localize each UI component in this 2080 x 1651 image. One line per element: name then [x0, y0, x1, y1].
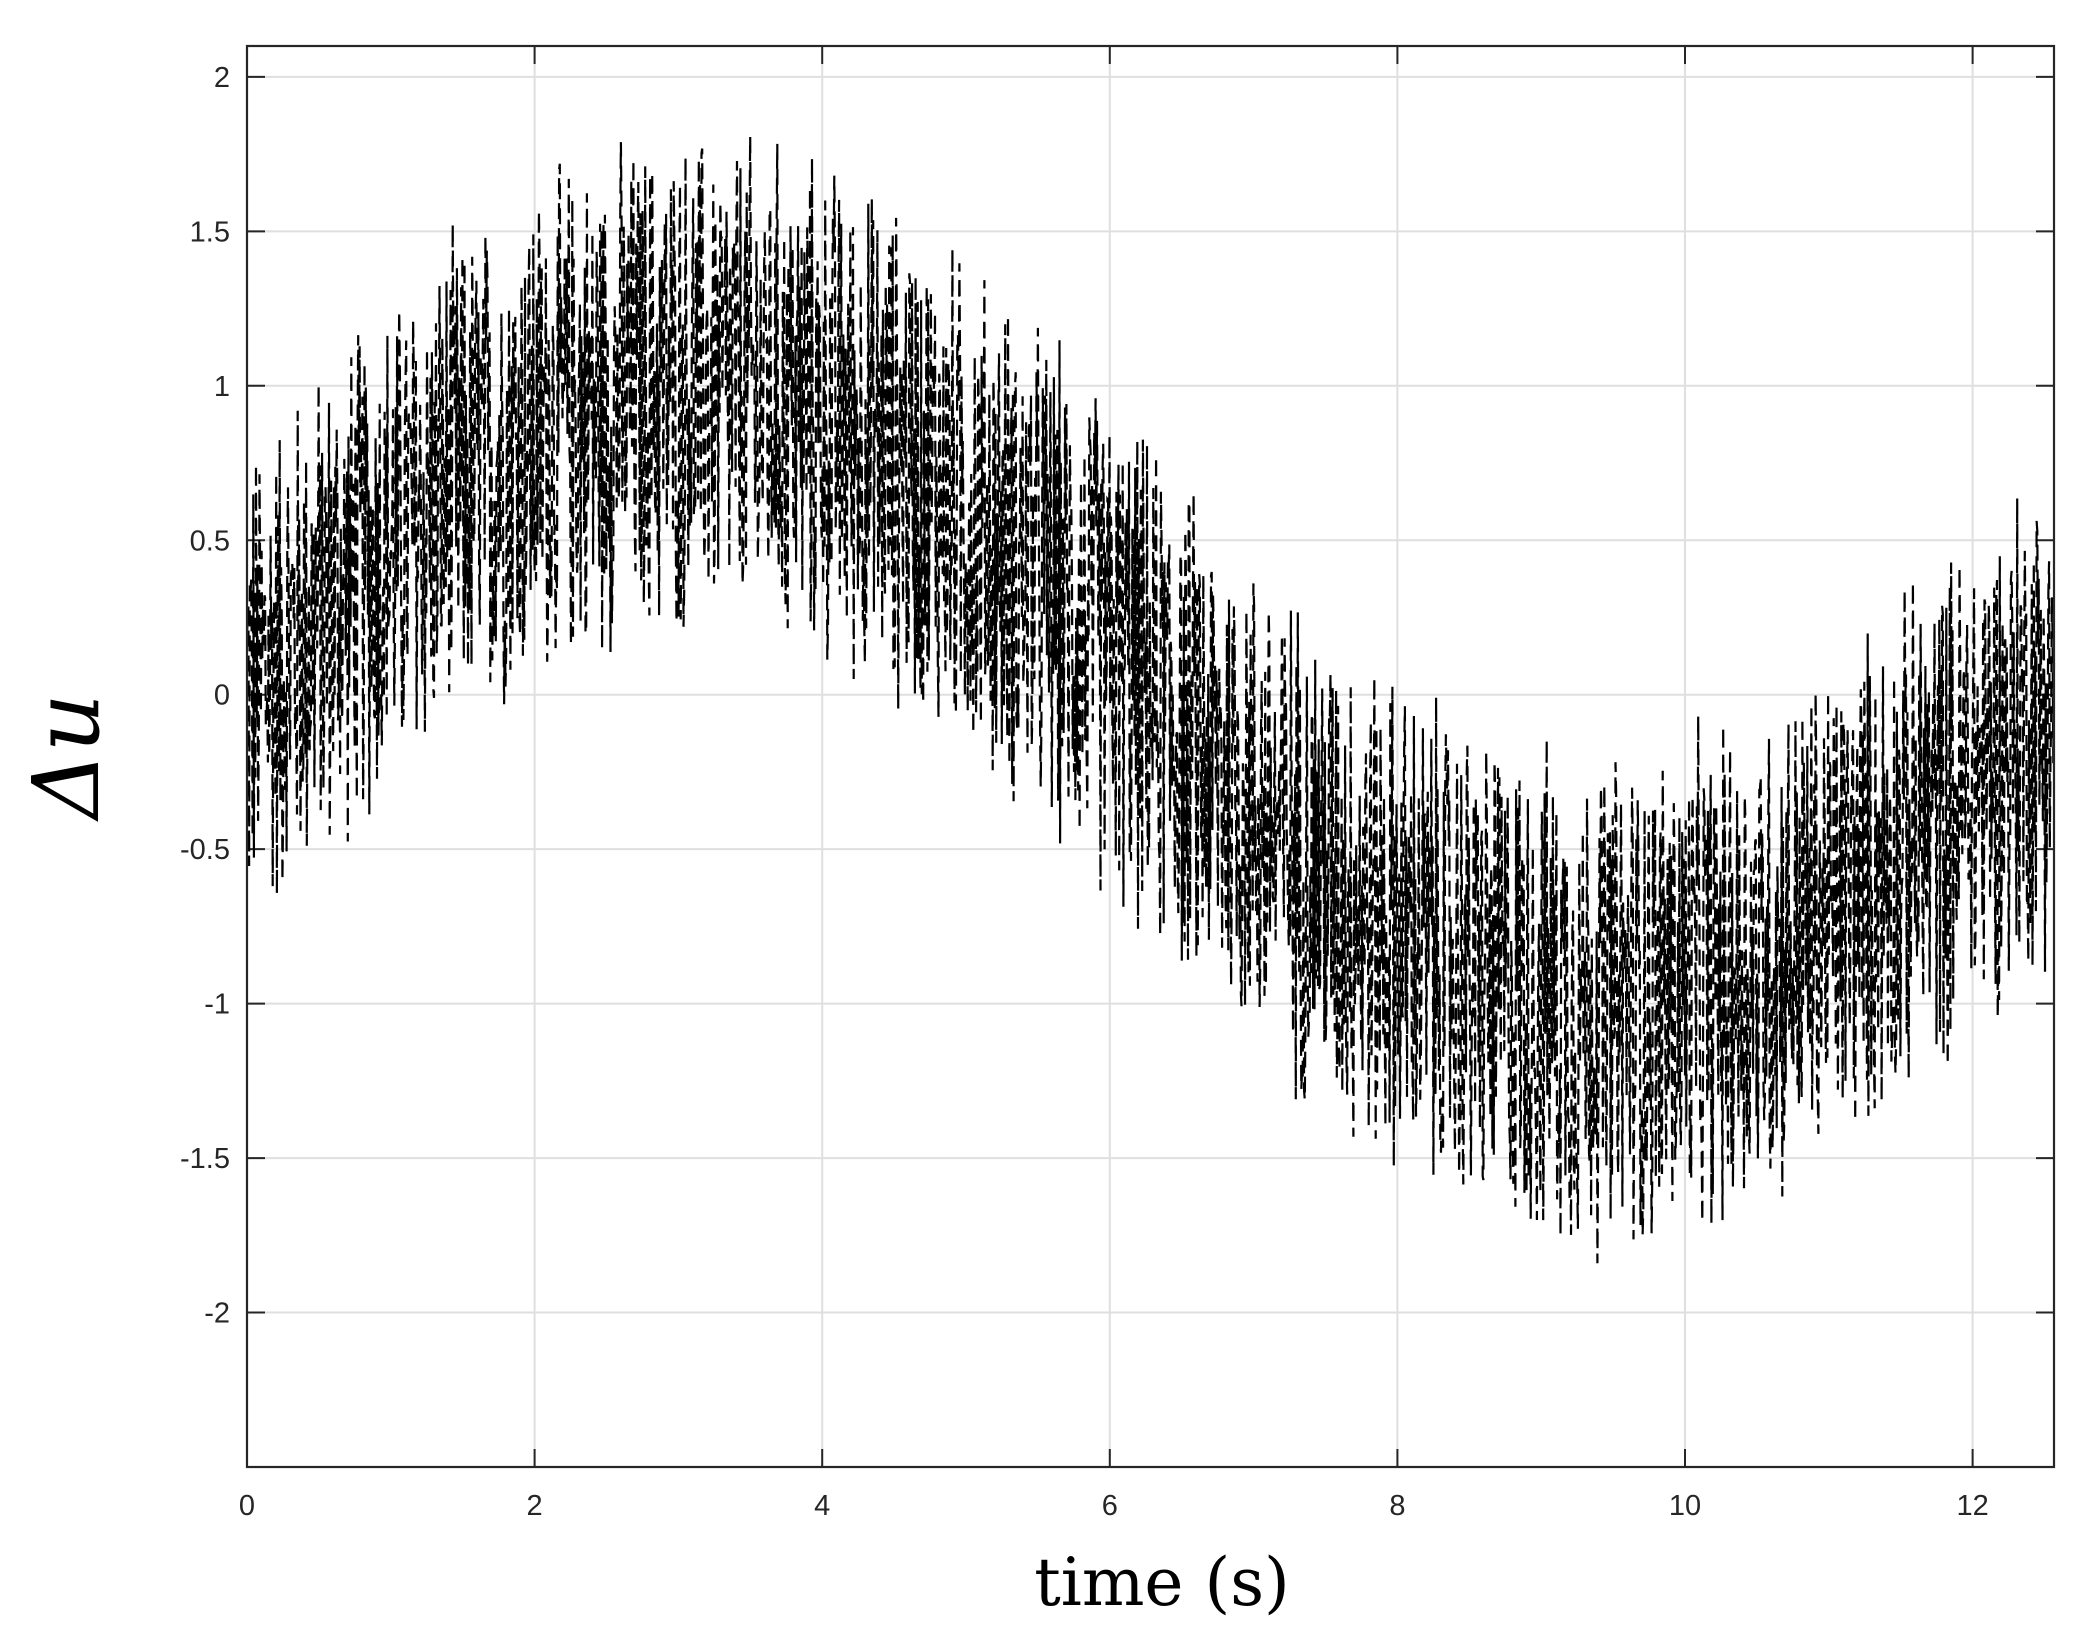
- x-tick-label: 2: [527, 1490, 543, 1522]
- signal-series: [245, 136, 2056, 1264]
- y-tick-label: 0: [214, 680, 230, 712]
- x-tick-label: 4: [814, 1490, 830, 1522]
- y-tick-label: 0.5: [190, 525, 230, 557]
- y-tick-label: 2: [214, 62, 230, 94]
- grid: [246, 46, 2054, 1467]
- x-axis: 0 2 4 6 8 10 12: [239, 46, 1989, 1522]
- plot-frame: [245, 44, 2056, 1469]
- y-tick-label: 1: [214, 371, 230, 403]
- y-tick-label: -1.5: [180, 1143, 230, 1175]
- plot-area: [247, 46, 2054, 1467]
- signal-line: [245, 136, 2056, 1264]
- x-tick-label: 10: [1669, 1490, 1701, 1522]
- x-tick-label: 6: [1102, 1490, 1118, 1522]
- x-tick-label: 12: [1956, 1490, 1988, 1522]
- y-axis-label: Δu: [13, 693, 120, 822]
- y-tick-label: -0.5: [180, 834, 230, 866]
- y-tick-label: 1.5: [190, 216, 230, 248]
- y-tick-label: -2: [204, 1298, 230, 1330]
- x-axis-label: time (s): [1034, 1544, 1290, 1621]
- y-axis: 2 1.5 1 0.5 0 -0.5 -1 -1.5 -2: [180, 62, 2054, 1330]
- y-tick-label: -1: [204, 989, 230, 1021]
- x-tick-label: 8: [1389, 1490, 1405, 1522]
- x-tick-label: 0: [239, 1490, 255, 1522]
